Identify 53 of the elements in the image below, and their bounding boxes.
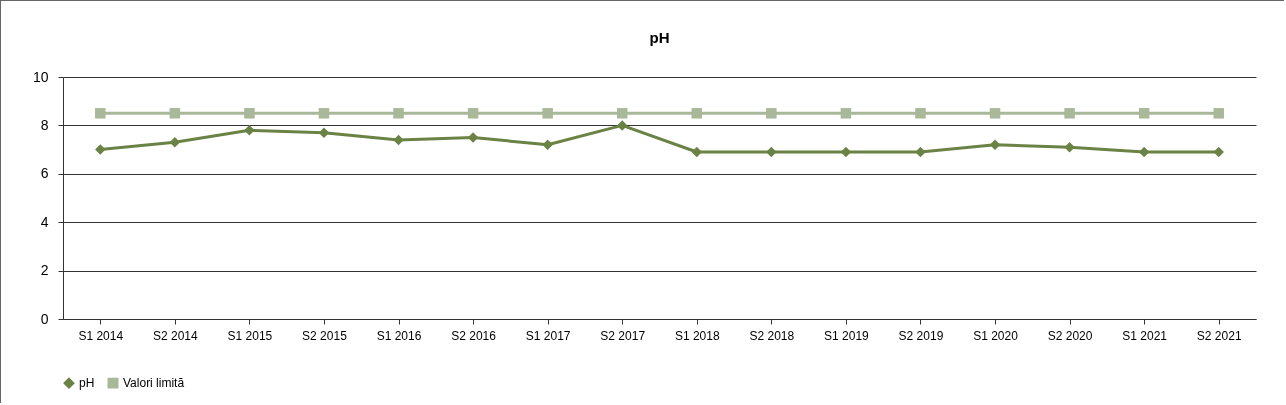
x-tick-label: S2 2016: [451, 328, 497, 343]
point: [169, 137, 181, 148]
point: [467, 132, 479, 143]
x-tick-label: S2 2015: [302, 328, 348, 343]
x-tick-label: S1 2020: [973, 328, 1019, 343]
point: [542, 139, 553, 150]
point: [915, 146, 926, 158]
point: [244, 108, 255, 119]
x-tick-label: S2 2017: [600, 328, 646, 343]
x-tick-label: S2 2018: [749, 328, 795, 343]
point: [1138, 108, 1150, 119]
point: [95, 144, 106, 155]
point: [1064, 108, 1075, 119]
x-tick-label: S2 2014: [152, 328, 199, 343]
x-tick-label: S1 2016: [376, 328, 422, 343]
point: [542, 108, 553, 119]
point: [989, 139, 1001, 150]
legend-label: pH: [79, 376, 95, 391]
point: [840, 108, 852, 119]
point: [244, 125, 255, 136]
y-tick-label: 6: [40, 165, 49, 182]
x-tick-label: S1 2019: [824, 328, 870, 343]
point: [915, 108, 926, 119]
point: [989, 108, 1001, 119]
legend-label: Valori limită: [123, 376, 185, 391]
x-tick-label: S1 2018: [674, 328, 720, 343]
x-tick-label: S2 2019: [898, 328, 944, 343]
point: [1213, 108, 1224, 119]
point: [393, 108, 404, 119]
point: [169, 108, 181, 119]
y-tick-label: 8: [40, 116, 49, 133]
point: [691, 108, 703, 119]
point: [393, 134, 404, 146]
y-tick-label: 2: [40, 262, 49, 279]
x-tick-label: S1 2017: [525, 328, 571, 343]
point: [318, 108, 330, 119]
y-tick-label: 10: [32, 68, 49, 85]
x-tick-label: S2 2021: [1196, 328, 1242, 343]
y-tick-label: 0: [40, 310, 49, 327]
x-tick-label: S2 2020: [1047, 328, 1093, 343]
y-tick-label: 4: [40, 213, 49, 230]
point: [1064, 141, 1075, 153]
point: [616, 120, 628, 131]
point: [467, 108, 479, 119]
chart-title: pH: [649, 29, 670, 46]
x-tick-label: S1 2021: [1122, 328, 1168, 343]
x-tick-label: S1 2014: [78, 328, 124, 343]
point: [766, 146, 777, 158]
x-tick-label: S1 2015: [227, 328, 273, 343]
point: [1213, 146, 1224, 158]
point: [95, 108, 106, 119]
point: [616, 108, 628, 119]
point: [766, 108, 777, 119]
